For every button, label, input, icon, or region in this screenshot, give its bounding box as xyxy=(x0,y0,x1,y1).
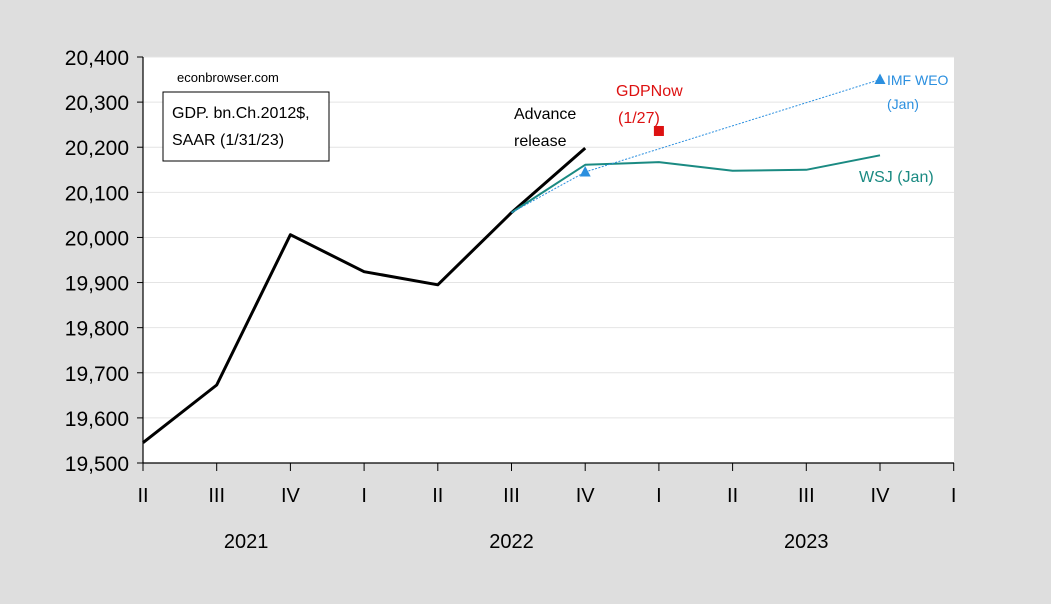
x-tick-label: I xyxy=(656,485,662,507)
x-tick-label: II xyxy=(727,485,738,507)
y-tick-label: 20,100 xyxy=(65,182,129,205)
y-tick-label: 20,400 xyxy=(65,47,129,70)
wsj-label: WSJ (Jan) xyxy=(859,169,934,186)
y-tick-label: 19,500 xyxy=(65,453,129,476)
gdpnow-marker xyxy=(653,125,664,136)
y-tick-label: 19,900 xyxy=(65,273,129,296)
imf-marker xyxy=(579,166,591,177)
year-label: 2022 xyxy=(489,531,534,553)
units-box-line2: SAAR (1/31/23) xyxy=(172,132,284,149)
source-label: econbrowser.com xyxy=(177,70,279,85)
imf-label-line1: IMF WEO xyxy=(887,72,949,88)
imf-marker xyxy=(874,73,886,85)
x-tick-label: III xyxy=(503,485,520,507)
x-tick-label: II xyxy=(137,485,148,507)
x-tick-label: I xyxy=(361,485,367,507)
wsj-forecast-line xyxy=(510,154,881,214)
x-tick-label: IV xyxy=(576,485,596,507)
gdpnow-label-line1: GDPNow xyxy=(616,83,683,100)
advance-label-line2: release xyxy=(514,133,567,150)
imf-label-line2: (Jan) xyxy=(887,96,919,112)
y-tick-label: 19,700 xyxy=(65,363,129,386)
series-markers xyxy=(579,73,886,177)
y-axis: 19,500 19,600 19,700 19,800 19,900 20,000 20,1… xyxy=(65,47,143,476)
units-box-line1: GDP. bn.Ch.2012$, xyxy=(172,105,310,122)
year-label: 2023 xyxy=(784,531,829,553)
x-tick-label: IV xyxy=(281,485,301,507)
y-tick-label: 19,800 xyxy=(65,318,129,341)
x-tick-label: II xyxy=(432,485,443,507)
x-tick-label: IV xyxy=(871,485,891,507)
y-tick-label: 19,600 xyxy=(65,408,129,431)
x-tick-label: III xyxy=(798,485,815,507)
units-box xyxy=(162,91,330,162)
x-tick-label: I xyxy=(951,485,957,507)
year-label: 2021 xyxy=(224,531,269,553)
y-tick-label: 20,000 xyxy=(65,227,129,250)
y-tick-label: 20,200 xyxy=(65,137,129,160)
advance-label-line1: Advance xyxy=(514,106,576,123)
x-tick-label: III xyxy=(208,485,225,507)
y-tick-label: 20,300 xyxy=(65,92,129,115)
gdpnow-label-line2: (1/27) xyxy=(618,110,660,127)
